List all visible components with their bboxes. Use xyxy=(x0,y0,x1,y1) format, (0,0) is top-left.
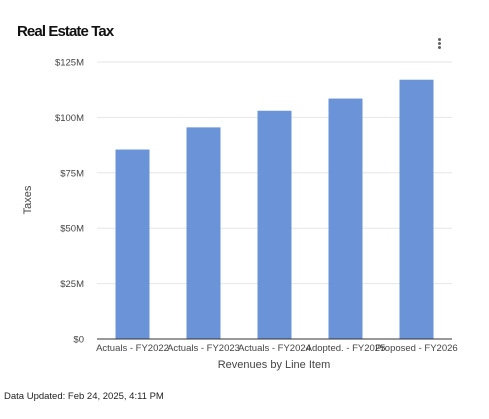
y-tick-label: $0 xyxy=(73,335,84,346)
y-tick-labels: $0 $25M $50M $75M $100M $125M xyxy=(55,58,84,346)
bar[interactable] xyxy=(257,110,292,339)
more-vert-icon[interactable] xyxy=(430,34,450,54)
bar[interactable] xyxy=(115,149,150,339)
x-tick-label: Adopted. - FY2025 xyxy=(306,343,386,354)
y-tick-label: $25M xyxy=(60,279,84,290)
data-updated-text: Data Updated: Feb 24, 2025, 4:11 PM xyxy=(4,391,164,402)
y-tick-label: $100M xyxy=(55,113,84,124)
menu-dot xyxy=(438,46,441,49)
chart-title: Real Estate Tax xyxy=(17,23,114,40)
y-tick-label: $50M xyxy=(60,224,84,235)
x-axis-label: Revenues by Line Item xyxy=(218,359,331,371)
bars xyxy=(115,79,434,340)
y-tick-label: $125M xyxy=(55,58,84,69)
bar[interactable] xyxy=(328,98,363,340)
x-tick-label: Proposed - FY2026 xyxy=(375,343,457,354)
x-tick-label: Actuals - FY2022 xyxy=(96,343,169,354)
bar-chart: $0 $25M $50M $75M $100M $125M Actuals - FY202… xyxy=(22,58,458,372)
x-tick-label: Actuals - FY2024 xyxy=(238,343,311,354)
x-tick-label: Actuals - FY2023 xyxy=(167,343,240,354)
y-tick-label: $75M xyxy=(60,168,84,179)
y-axis-label: Taxes xyxy=(22,185,34,214)
chart-card: Real Estate Tax $0 $25M $50M $75M $100M $125M… xyxy=(17,23,458,372)
bar[interactable] xyxy=(399,79,434,339)
menu-dot xyxy=(438,42,441,45)
bar[interactable] xyxy=(186,127,221,339)
menu-dot xyxy=(438,38,441,41)
